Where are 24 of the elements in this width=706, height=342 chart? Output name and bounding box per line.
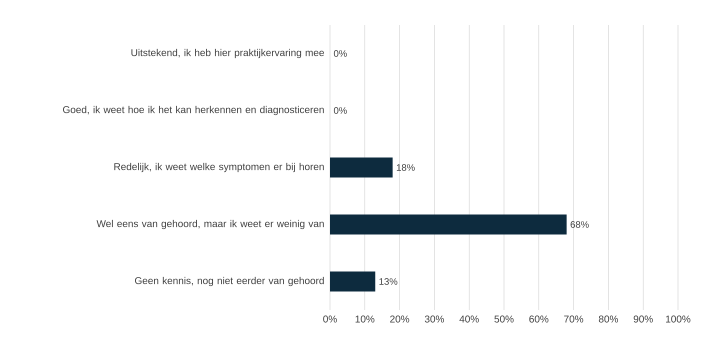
x-tick-label: 30% — [424, 316, 444, 323]
x-tick-label: 90% — [634, 316, 653, 323]
y-tick-label: Wel eens van gehoord, maar ik weet er weinig van — [96, 220, 324, 230]
bar — [330, 158, 393, 178]
y-tick-label: Redelijk, ik weet welke symptomen er bij horen — [114, 162, 324, 172]
bar — [330, 272, 376, 292]
x-tick-label: 20% — [390, 316, 410, 323]
x-tick-label: 80% — [598, 316, 618, 323]
x-tick-label: 60% — [529, 316, 548, 323]
data-label: 18% — [396, 164, 415, 171]
data-label: 0% — [334, 50, 347, 57]
data-label: 0% — [334, 107, 347, 114]
x-tick-label: 100% — [666, 316, 690, 323]
x-tick-label: 40% — [459, 316, 479, 323]
x-tick-label: 10% — [356, 316, 374, 323]
y-tick-label: Geen kennis, nog niet eerder van gehoord — [135, 276, 324, 286]
y-tick-label: Goed, ik weet hoe ik het kan herkennen en diagnosticeren — [63, 106, 324, 116]
x-tick-label: 0% — [323, 316, 337, 323]
x-tick-label: 70% — [564, 316, 584, 323]
x-tick-label: 50% — [494, 316, 514, 323]
bar — [330, 214, 567, 235]
y-tick-label: Uitstekend, ik heb hier praktijkervaring mee — [131, 48, 324, 58]
data-label: 13% — [379, 278, 398, 285]
data-label: 68% — [570, 221, 589, 228]
